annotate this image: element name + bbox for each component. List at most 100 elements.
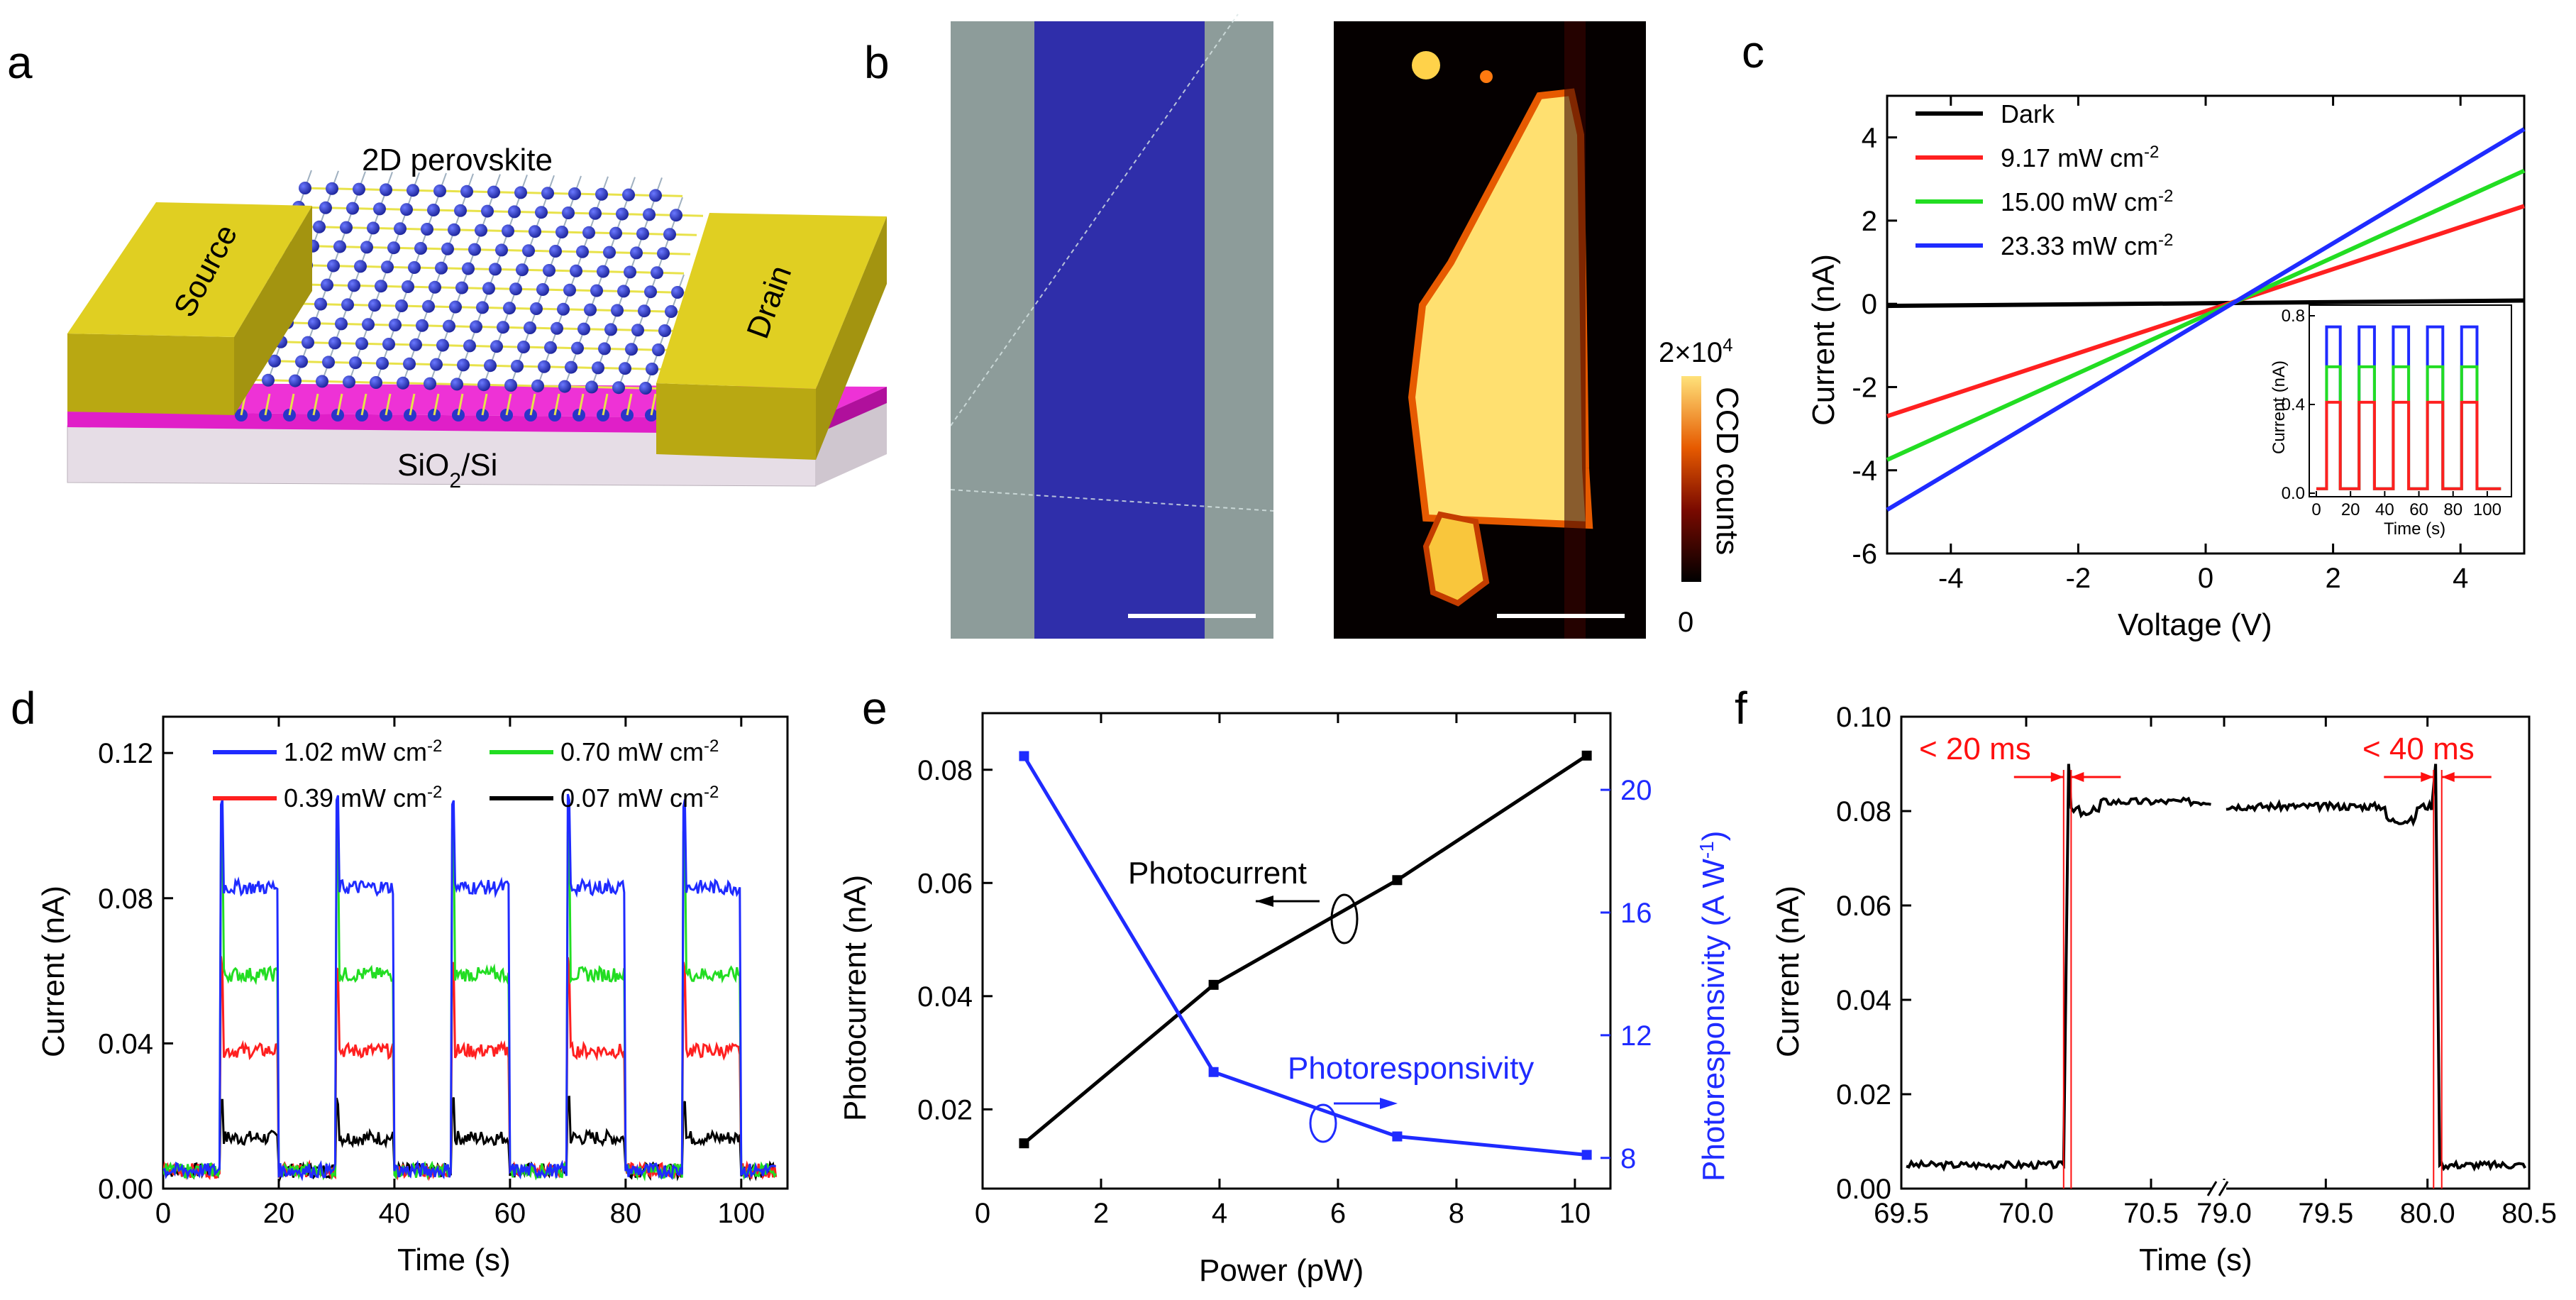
lattice-atom (589, 206, 602, 220)
e-point-photoresponsivity (1581, 1150, 1592, 1160)
c-xtick-label: -2 (2066, 563, 2091, 594)
lattice-atom (590, 284, 603, 297)
lattice-atom (407, 184, 419, 197)
lattice-atom (289, 374, 302, 387)
lattice-atom (340, 221, 353, 234)
e-axis-ticks: 0 2 4 6 8 10 0.02 0.04 0.06 0.08 8 12 16 20 (917, 713, 1652, 1229)
lattice-atom (429, 280, 441, 294)
d-xtick-label: 80 (610, 1198, 642, 1229)
lattice-atom (455, 281, 468, 294)
lattice-atom (503, 302, 516, 315)
lattice-atom (557, 302, 570, 316)
panel-letter-b: b (864, 37, 890, 88)
lattice-atom (382, 338, 395, 351)
lattice-atom (335, 317, 348, 331)
schematic-title: 2D perovskite (362, 143, 553, 177)
inset-xtick-label: 80 (2443, 500, 2462, 519)
lattice-bond (433, 393, 440, 416)
e-ytick-label: 0.06 (917, 868, 973, 899)
lattice-atom (482, 282, 495, 295)
e-point-photocurrent (1581, 750, 1592, 761)
drain-electrode-top (656, 213, 887, 389)
e-y2tick-label: 20 (1620, 775, 1652, 806)
c-legend-label: 15.00 mW cm-2 (2001, 187, 2173, 217)
inset-ylabel: Current (nA) (2270, 360, 2289, 454)
lattice-atom (598, 342, 611, 356)
pl-flake-lower (1422, 511, 1490, 607)
lattice-atom (595, 187, 608, 201)
lattice-atom (313, 220, 326, 233)
drain-electrode-side (816, 216, 887, 460)
lattice-bond (481, 393, 488, 416)
inset-ytick-label: 0.8 (2282, 307, 2305, 326)
d-ytick-label: 0.08 (98, 883, 153, 915)
lattice-atom (381, 260, 394, 274)
panel-a-device-schematic: a 2D perovskite SiO2/Si Source Drain (7, 37, 887, 492)
c-series-Dark (1886, 298, 2525, 309)
d-xtick-label: 100 (717, 1198, 765, 1229)
lattice-atom (644, 285, 657, 299)
lattice-atom (665, 305, 678, 318)
lattice-atom (314, 297, 327, 311)
inset-xtick-label: 40 (2375, 500, 2394, 519)
lattice-atom (538, 360, 551, 373)
e-y2tick-label: 8 (1620, 1143, 1636, 1174)
lattice-atom (565, 360, 577, 374)
f-ytick-label: 0.08 (1836, 796, 1891, 827)
pl-stripe (1564, 21, 1586, 639)
lattice-atom (333, 240, 346, 253)
lattice-bond (264, 393, 271, 416)
inset-xtick-label: 60 (2409, 500, 2428, 519)
f-axis-break (2218, 1181, 2229, 1196)
c-axis-ticks: -4 -2 0 2 4 -6 -4 -2 0 2 4 (1852, 96, 2468, 594)
e-series-photocurrent (1022, 754, 1588, 1145)
lattice-atom (651, 266, 663, 280)
d-series-line (163, 823, 777, 1182)
lattice-atom (543, 264, 555, 277)
d-xtick-label: 20 (263, 1198, 295, 1229)
lattice-atom (449, 300, 462, 314)
lattice-atom (400, 203, 413, 216)
lattice-atom (576, 245, 589, 258)
e-annot-ellipse (1330, 893, 1359, 944)
lattice-atom (343, 375, 355, 389)
lattice-atom (643, 208, 656, 221)
lattice-atom (403, 357, 416, 370)
lattice-atom (470, 320, 482, 334)
e-point-photoresponsivity (1392, 1131, 1403, 1142)
lattice-bond (360, 393, 367, 416)
f-xtick-label: 80.5 (2502, 1198, 2557, 1229)
lattice-atom (517, 341, 530, 353)
lattice-atom (603, 246, 616, 259)
c-xtick-label: 0 (2198, 563, 2213, 594)
lattice-atom (380, 183, 392, 197)
e-ylabel: Photocurrent (nA) (838, 875, 873, 1121)
inset-series (2316, 400, 2502, 490)
d-legend-label: 1.02 mW cm-2 (284, 737, 442, 767)
e-y2tick-label: 16 (1620, 898, 1652, 929)
lattice-atom (530, 302, 543, 315)
lattice-atom (409, 338, 422, 351)
lattice-atom (424, 377, 436, 390)
lattice-atom (441, 242, 454, 255)
lattice-atom (322, 356, 335, 369)
optical-edge-line-2 (950, 489, 1274, 512)
c-legend-label: 9.17 mW cm-2 (2001, 143, 2159, 173)
e-point-photoresponsivity (1019, 751, 1029, 761)
lattice-atom (262, 373, 275, 387)
substrate-side (816, 401, 887, 486)
lattice-atom (495, 243, 508, 257)
lattice-atom (408, 261, 421, 274)
lattice-atom (631, 324, 644, 337)
d-legend-label: 0.70 mW cm-2 (560, 737, 719, 767)
d-series-line (163, 793, 777, 1181)
lattice-atom (529, 225, 541, 238)
e-ytick-label: 0.04 (917, 981, 973, 1013)
lattice-atom (321, 278, 333, 292)
lattice-atom (516, 263, 529, 277)
lattice-atom (649, 189, 662, 202)
lattice-atom (435, 261, 448, 275)
f-series-line-2 (2226, 764, 2527, 1172)
f-annot-fall: < 40 ms (2362, 732, 2475, 766)
